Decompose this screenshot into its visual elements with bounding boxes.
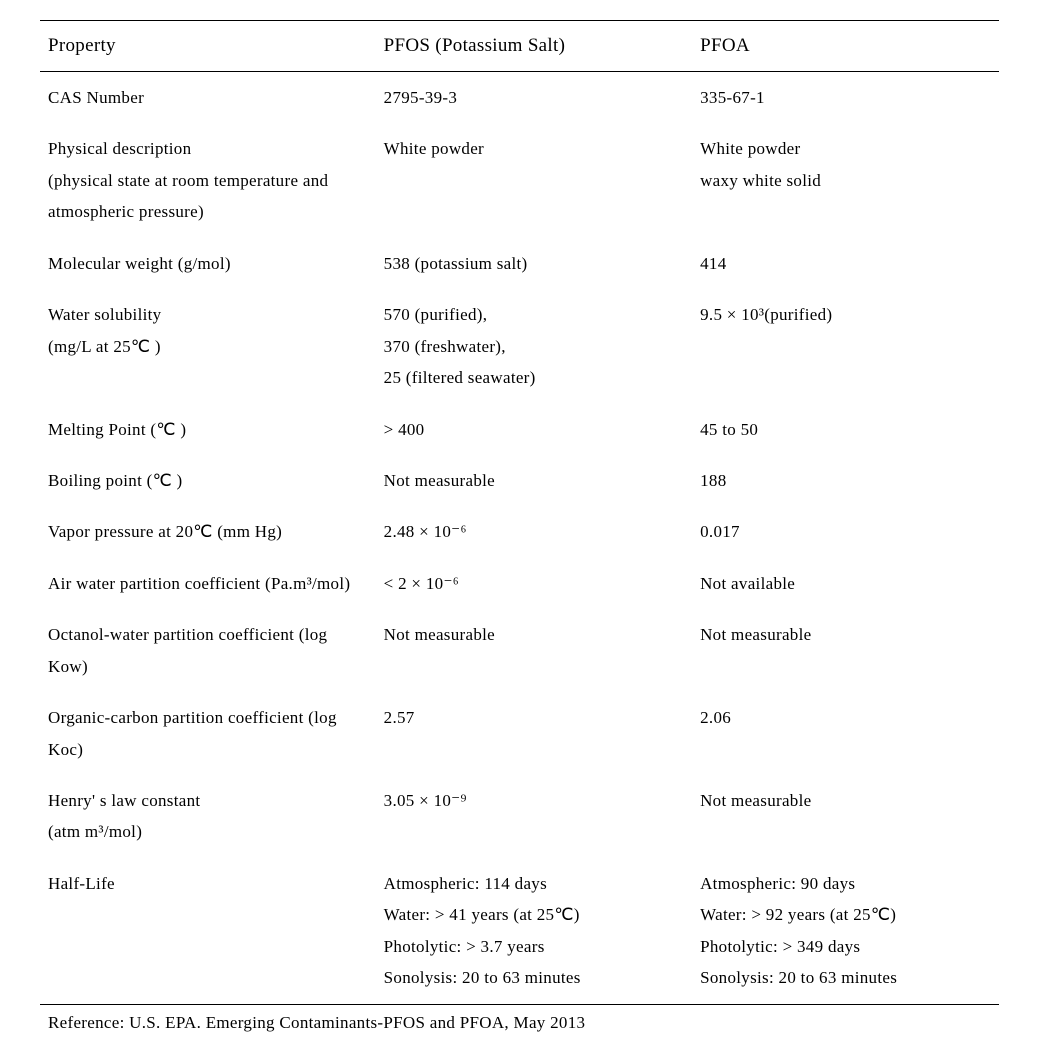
cell-pfoa: 9.5 × 10³(purified): [692, 289, 999, 403]
cell-pfoa: Not available: [692, 558, 999, 609]
table-row: Water solubility(mg/L at 25℃ ) 570 (puri…: [40, 289, 999, 403]
cell-pfoa: Not measurable: [692, 609, 999, 692]
cell-property: Octanol-water partition coefficient (log…: [40, 609, 376, 692]
cell-property: Henry' s law constant(atm m³/mol): [40, 775, 376, 858]
col-header-property: Property: [40, 21, 376, 72]
cell-pfos: 2795-39-3: [376, 72, 692, 124]
table-row: Melting Point (℃ ) > 400 45 to 50: [40, 404, 999, 455]
cell-pfos: Not measurable: [376, 455, 692, 506]
cell-pfos: Atmospheric: 114 daysWater: > 41 years (…: [376, 858, 692, 1004]
cell-property: CAS Number: [40, 72, 376, 124]
cell-pfos: White powder: [376, 123, 692, 237]
cell-property: Boiling point (℃ ): [40, 455, 376, 506]
cell-pfoa: White powderwaxy white solid: [692, 123, 999, 237]
cell-pfos: Not measurable: [376, 609, 692, 692]
table-row: Physical description(physical state at r…: [40, 123, 999, 237]
table-row: Air water partition coefficient (Pa.m³/m…: [40, 558, 999, 609]
properties-table: Property PFOS (Potassium Salt) PFOA CAS …: [40, 20, 999, 1005]
cell-pfoa: Not measurable: [692, 775, 999, 858]
col-header-pfoa: PFOA: [692, 21, 999, 72]
cell-property: Air water partition coefficient (Pa.m³/m…: [40, 558, 376, 609]
cell-property: Molecular weight (g/mol): [40, 238, 376, 289]
table-row: Organic-carbon partition coefficient (lo…: [40, 692, 999, 775]
cell-pfos: 2.48 × 10⁻⁶: [376, 506, 692, 557]
table-row: Half-Life Atmospheric: 114 daysWater: > …: [40, 858, 999, 1004]
table-row: Vapor pressure at 20℃ (mm Hg) 2.48 × 10⁻…: [40, 506, 999, 557]
table-body: CAS Number 2795-39-3 335-67-1 Physical d…: [40, 72, 999, 1005]
cell-pfoa: 45 to 50: [692, 404, 999, 455]
cell-pfos: 570 (purified),370 (freshwater),25 (filt…: [376, 289, 692, 403]
table-row: Henry' s law constant(atm m³/mol) 3.05 ×…: [40, 775, 999, 858]
cell-pfos: > 400: [376, 404, 692, 455]
table-row: CAS Number 2795-39-3 335-67-1: [40, 72, 999, 124]
cell-pfoa: Atmospheric: 90 daysWater: > 92 years (a…: [692, 858, 999, 1004]
reference-text: Reference: U.S. EPA. Emerging Contaminan…: [40, 1005, 999, 1033]
cell-property: Half-Life: [40, 858, 376, 1004]
table-header-row: Property PFOS (Potassium Salt) PFOA: [40, 21, 999, 72]
cell-property: Organic-carbon partition coefficient (lo…: [40, 692, 376, 775]
cell-property: Vapor pressure at 20℃ (mm Hg): [40, 506, 376, 557]
cell-pfos: 3.05 × 10⁻⁹: [376, 775, 692, 858]
cell-pfoa: 335-67-1: [692, 72, 999, 124]
cell-pfoa: 0.017: [692, 506, 999, 557]
col-header-pfos: PFOS (Potassium Salt): [376, 21, 692, 72]
cell-property: Physical description(physical state at r…: [40, 123, 376, 237]
table-row: Octanol-water partition coefficient (log…: [40, 609, 999, 692]
table-row: Boiling point (℃ ) Not measurable 188: [40, 455, 999, 506]
cell-pfos: < 2 × 10⁻⁶: [376, 558, 692, 609]
cell-pfos: 538 (potassium salt): [376, 238, 692, 289]
cell-pfoa: 2.06: [692, 692, 999, 775]
cell-property: Water solubility(mg/L at 25℃ ): [40, 289, 376, 403]
cell-pfoa: 188: [692, 455, 999, 506]
cell-property: Melting Point (℃ ): [40, 404, 376, 455]
cell-pfos: 2.57: [376, 692, 692, 775]
cell-pfoa: 414: [692, 238, 999, 289]
table-row: Molecular weight (g/mol) 538 (potassium …: [40, 238, 999, 289]
